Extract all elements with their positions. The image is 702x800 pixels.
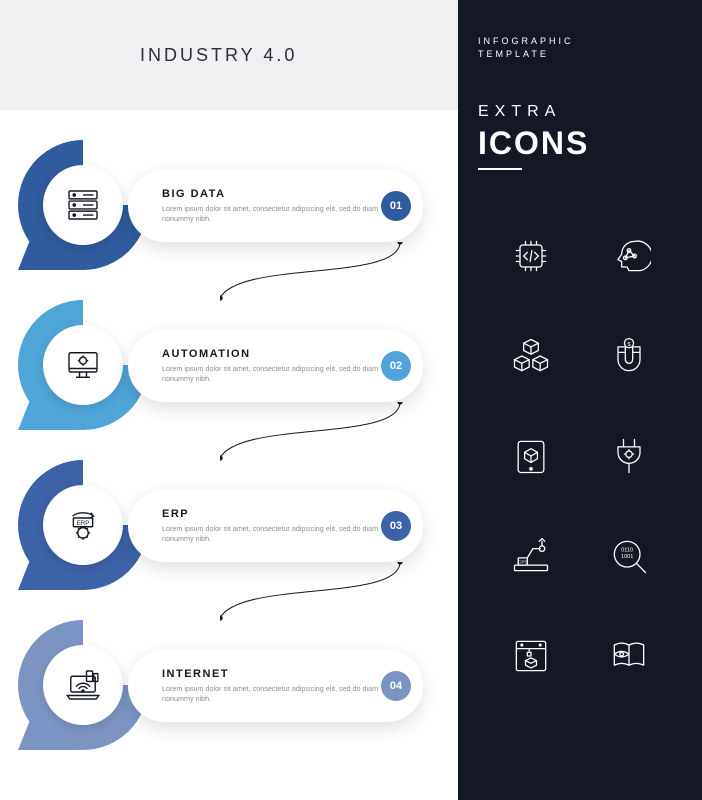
server-icon <box>62 184 104 226</box>
step-title-1: BIG DATA <box>162 188 381 200</box>
icon-disc-4 <box>43 645 123 725</box>
num-badge-4: 04 <box>381 671 411 701</box>
svg-text:$: $ <box>627 342 630 348</box>
erp-gear-icon: ERP <box>62 504 104 546</box>
steps-container: BIG DATA Lorem ipsum dolor sit amet, con… <box>0 110 458 770</box>
step-desc-1: Lorem ipsum dolor sit amet, consectetur … <box>162 204 381 223</box>
icon-disc-2 <box>43 325 123 405</box>
step-desc-2: Lorem ipsum dolor sit amet, consectetur … <box>162 364 381 383</box>
monitor-gear-icon <box>62 344 104 386</box>
plug-gear-icon <box>590 430 668 482</box>
pill-3: ERP Lorem ipsum dolor sit amet, consecte… <box>128 490 423 562</box>
icon-disc-3: ERP <box>43 485 123 565</box>
icons-title: ICONS <box>478 125 682 162</box>
magnet-money-icon: $ <box>590 330 668 382</box>
step-desc-4: Lorem ipsum dolor sit amet, consectetur … <box>162 684 381 703</box>
icon-disc-1 <box>43 165 123 245</box>
laptop-wifi-icon <box>62 664 104 706</box>
step-1: BIG DATA Lorem ipsum dolor sit amet, con… <box>0 130 458 290</box>
chip-code-icon <box>492 230 570 282</box>
cps-robot-icon: CPS <box>492 530 570 582</box>
extra-heading: EXTRA <box>478 103 682 121</box>
svg-text:CPS: CPS <box>518 559 527 564</box>
step-title-4: INTERNET <box>162 668 381 680</box>
svg-text:0110: 0110 <box>621 547 633 553</box>
pill-text-1: BIG DATA Lorem ipsum dolor sit amet, con… <box>162 188 381 223</box>
step-title-2: AUTOMATION <box>162 348 381 360</box>
book-eye-icon <box>590 630 668 682</box>
svg-text:1001: 1001 <box>621 554 633 560</box>
pill-text-4: INTERNET Lorem ipsum dolor sit amet, con… <box>162 668 381 703</box>
pill-4: INTERNET Lorem ipsum dolor sit amet, con… <box>128 650 423 722</box>
step-2: AUTOMATION Lorem ipsum dolor sit amet, c… <box>0 290 458 450</box>
title-underline <box>478 168 522 170</box>
page-title: INDUSTRY 4.0 <box>140 45 297 66</box>
left-panel: INDUSTRY 4.0 <box>0 0 458 800</box>
template-heading: TEMPLATE <box>478 49 682 59</box>
num-badge-2: 02 <box>381 351 411 381</box>
pill-2: AUTOMATION Lorem ipsum dolor sit amet, c… <box>128 330 423 402</box>
3d-printer-icon <box>492 630 570 682</box>
num-badge-1: 01 <box>381 191 411 221</box>
small-heading: INFOGRAPHIC <box>478 36 682 46</box>
num-badge-3: 03 <box>381 511 411 541</box>
tablet-3d-icon <box>492 430 570 482</box>
pill-text-3: ERP Lorem ipsum dolor sit amet, consecte… <box>162 508 381 543</box>
step-4: INTERNET Lorem ipsum dolor sit amet, con… <box>0 610 458 770</box>
icon-grid: $ CPS <box>478 230 682 682</box>
step-title-3: ERP <box>162 508 381 520</box>
right-panel: INFOGRAPHIC TEMPLATE EXTRA ICONS <box>458 0 702 800</box>
left-header: INDUSTRY 4.0 <box>0 0 458 110</box>
step-3: ERP ERP Lorem ipsum dolor sit amet, cons… <box>0 450 458 610</box>
pill-1: BIG DATA Lorem ipsum dolor sit amet, con… <box>128 170 423 242</box>
head-network-icon <box>590 230 668 282</box>
pill-text-2: AUTOMATION Lorem ipsum dolor sit amet, c… <box>162 348 381 383</box>
cubes-icon <box>492 330 570 382</box>
step-desc-3: Lorem ipsum dolor sit amet, consectetur … <box>162 524 381 543</box>
binary-search-icon: 0110 1001 <box>590 530 668 582</box>
